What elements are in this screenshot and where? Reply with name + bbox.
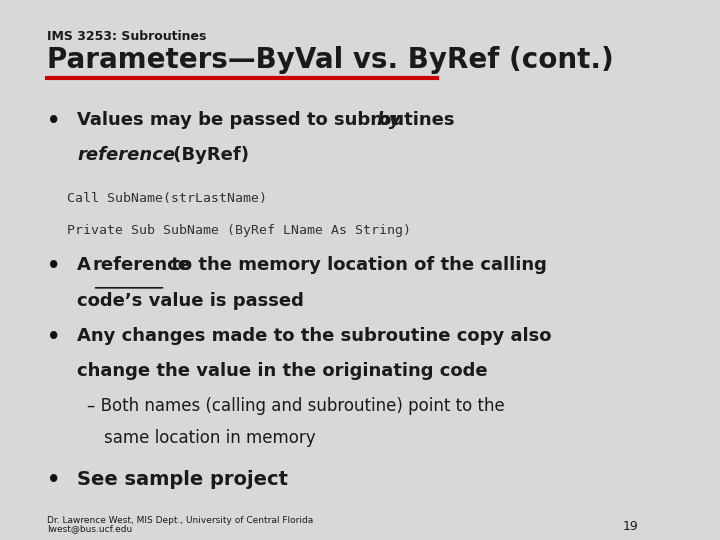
Text: IMS 3253: Subroutines: IMS 3253: Subroutines xyxy=(47,30,207,43)
Text: same location in memory: same location in memory xyxy=(104,429,316,447)
Text: •: • xyxy=(47,470,60,490)
Text: Dr. Lawrence West, MIS Dept., University of Central Florida: Dr. Lawrence West, MIS Dept., University… xyxy=(47,516,313,525)
Text: reference: reference xyxy=(77,146,176,164)
Text: Values may be passed to subroutines: Values may be passed to subroutines xyxy=(77,111,461,129)
Text: to the memory location of the calling: to the memory location of the calling xyxy=(166,256,547,274)
Text: •: • xyxy=(47,111,60,131)
Text: •: • xyxy=(47,327,60,347)
Text: 19: 19 xyxy=(623,520,639,533)
Text: by: by xyxy=(377,111,401,129)
Text: See sample project: See sample project xyxy=(77,470,288,489)
Text: Call SubName(strLastName): Call SubName(strLastName) xyxy=(67,192,267,205)
Text: Private Sub SubName (ByRef LName As String): Private Sub SubName (ByRef LName As Stri… xyxy=(67,224,411,237)
Text: •: • xyxy=(47,256,60,276)
Text: (ByRef): (ByRef) xyxy=(167,146,248,164)
Text: A: A xyxy=(77,256,97,274)
Text: Parameters—ByVal vs. ByRef (cont.): Parameters—ByVal vs. ByRef (cont.) xyxy=(47,46,614,74)
Text: – Both names (calling and subroutine) point to the: – Both names (calling and subroutine) po… xyxy=(87,397,505,415)
Text: reference: reference xyxy=(93,256,191,274)
Text: lwest@bus.ucf.edu: lwest@bus.ucf.edu xyxy=(47,524,132,533)
Text: change the value in the originating code: change the value in the originating code xyxy=(77,362,488,380)
Text: code’s value is passed: code’s value is passed xyxy=(77,292,304,309)
Text: Any changes made to the subroutine copy also: Any changes made to the subroutine copy … xyxy=(77,327,552,345)
